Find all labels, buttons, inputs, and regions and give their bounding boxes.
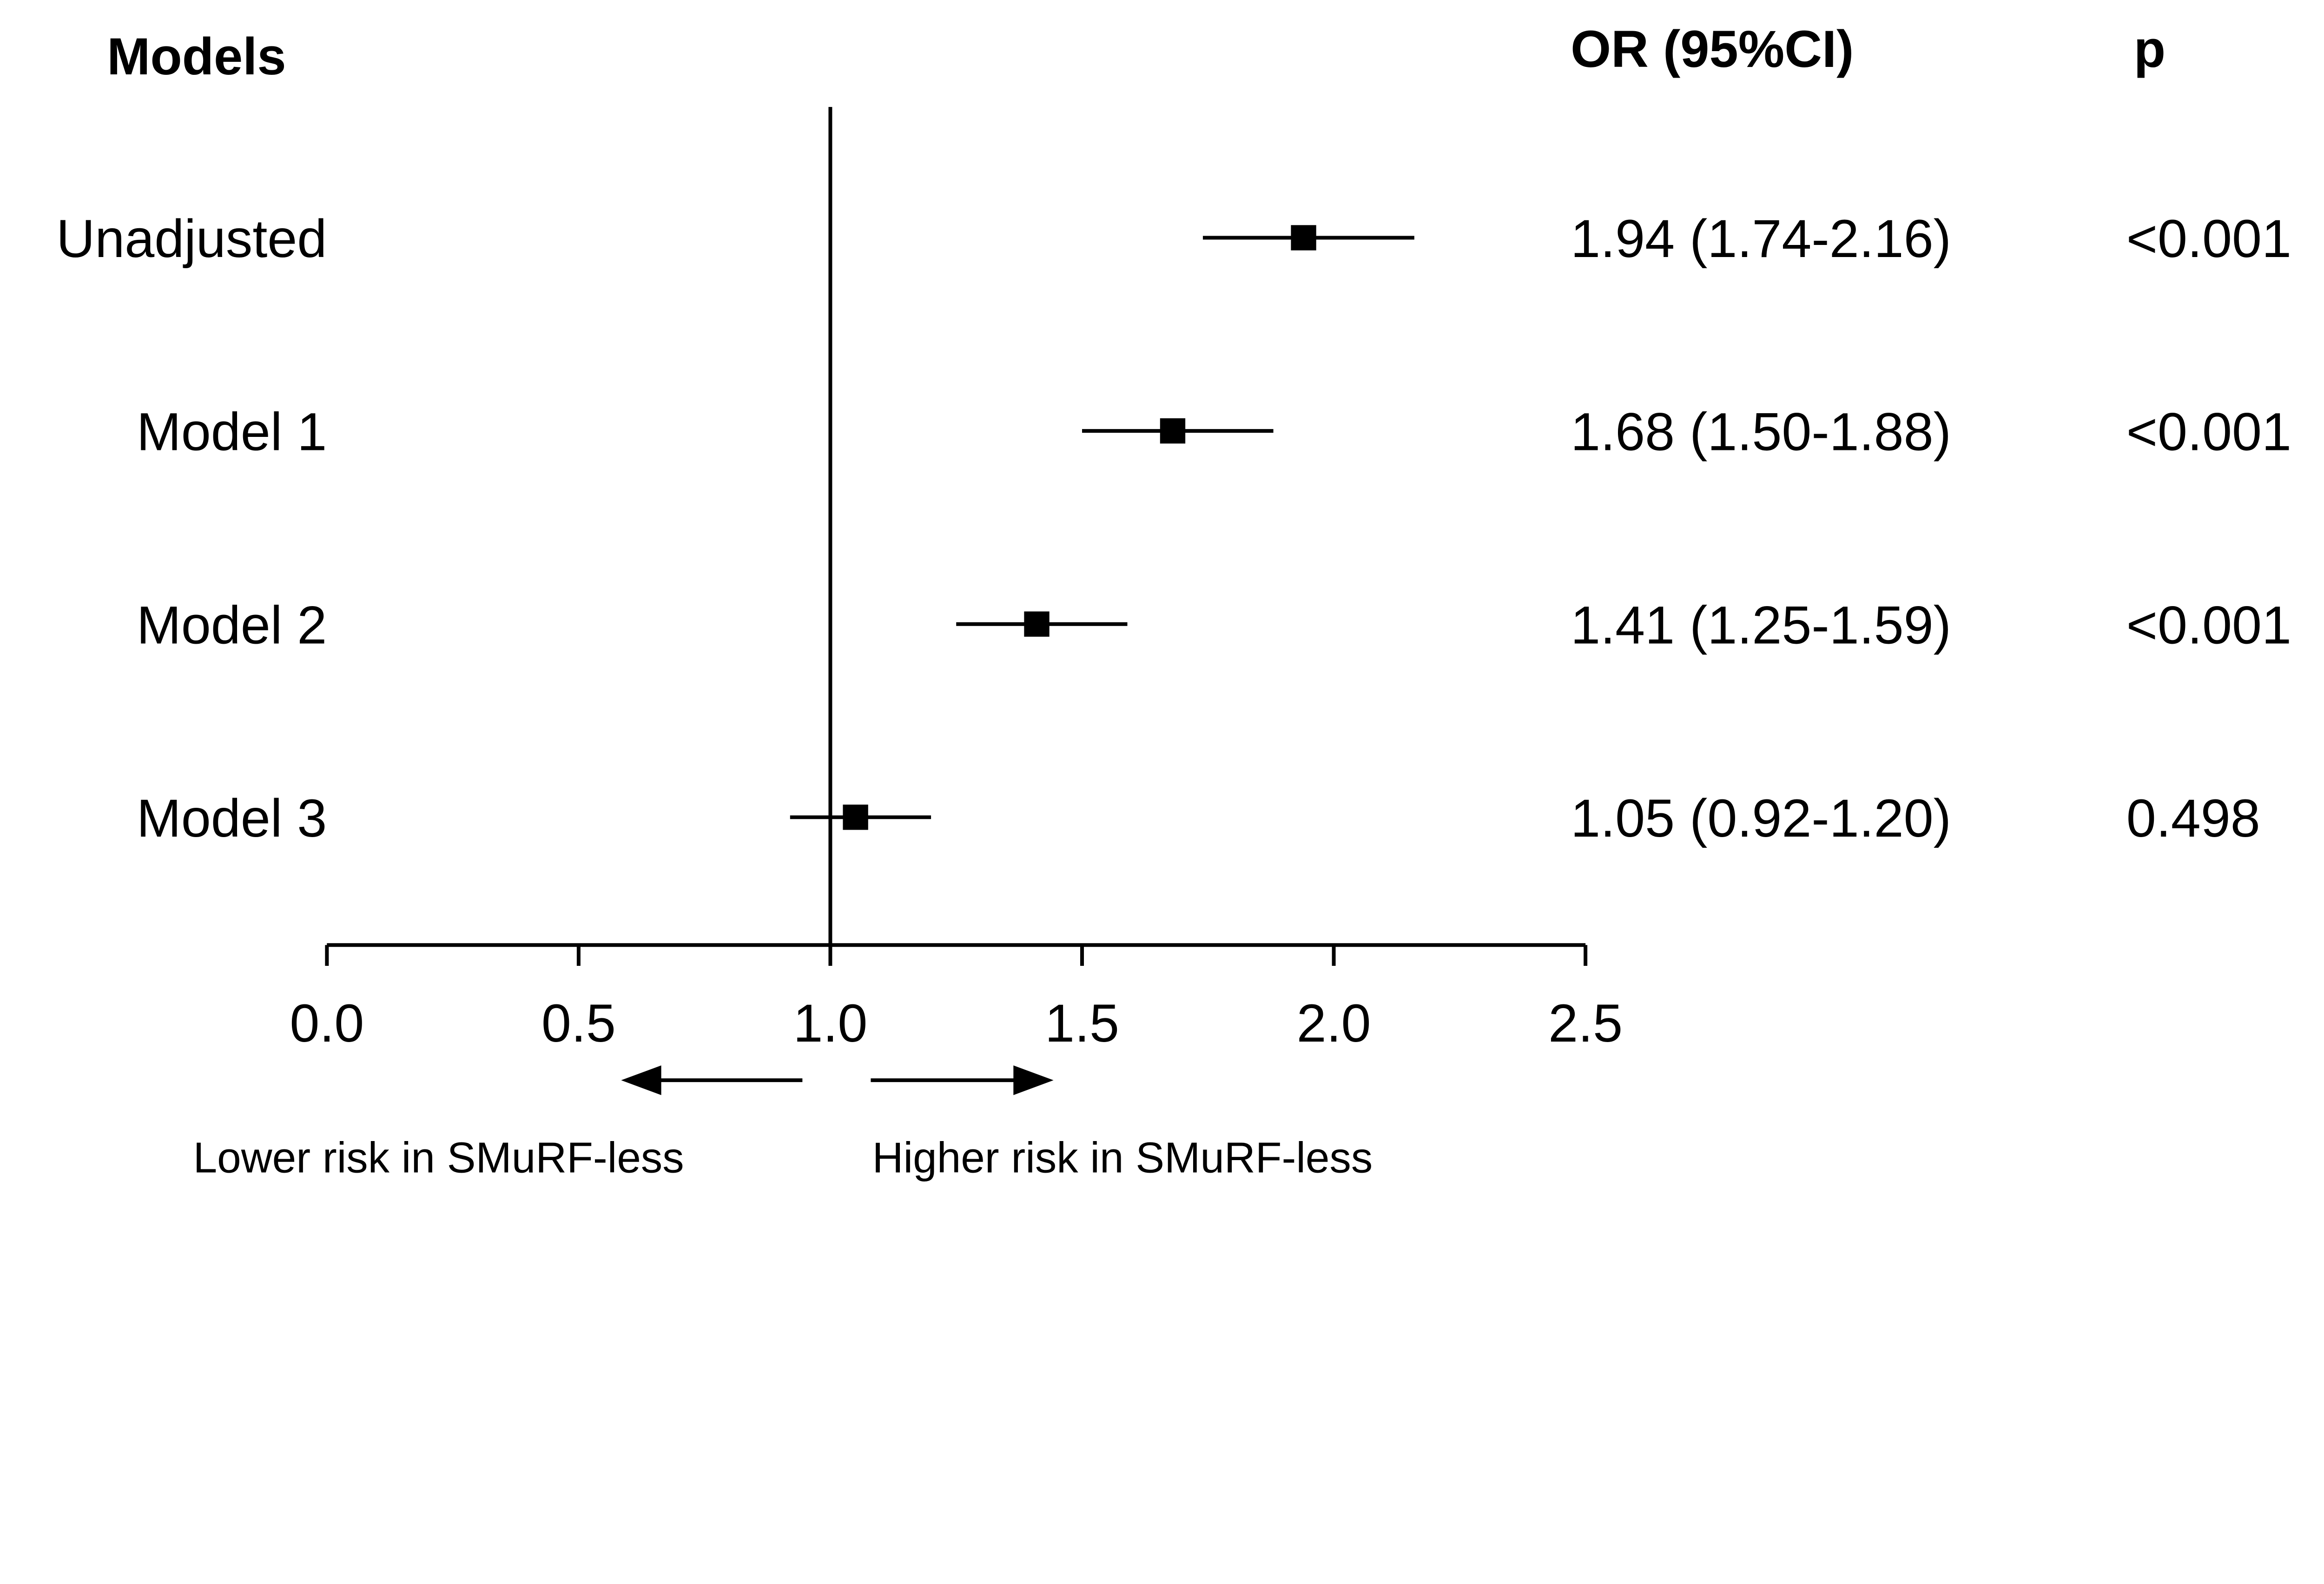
or-ci-value: 1.05 (0.92-1.20) <box>1571 789 1951 848</box>
p-value: <0.001 <box>2126 595 2291 655</box>
row-label: Model 2 <box>137 595 327 655</box>
row-model-3: Model 3 1.05 (0.92-1.20) 0.498 <box>137 789 2260 848</box>
x-tick-label: 0.5 <box>541 994 616 1053</box>
row-unadjusted: Unadjusted 1.94 (1.74-2.16) <0.001 <box>56 209 2291 269</box>
row-label: Model 1 <box>137 403 327 462</box>
or-marker <box>843 805 868 830</box>
row-label: Unadjusted <box>56 209 327 269</box>
or-ci-value: 1.68 (1.50-1.88) <box>1571 403 1951 462</box>
row-label: Model 3 <box>137 789 327 848</box>
p-value: 0.498 <box>2126 789 2260 848</box>
or-marker <box>1160 418 1186 444</box>
forest-plot: Models OR (95%CI) p Unadjusted 1.94 (1.74… <box>56 20 2291 1182</box>
higher-risk-label: Higher risk in SMuRF-less <box>872 1133 1373 1181</box>
header-models: Models <box>107 27 286 86</box>
x-tick-label: 2.5 <box>1548 994 1623 1053</box>
x-tick-label: 0.0 <box>290 994 364 1053</box>
x-tick-label: 2.0 <box>1297 994 1371 1053</box>
row-model-2: Model 2 1.41 (1.25-1.59) <0.001 <box>137 595 2291 655</box>
x-tick-label: 1.5 <box>1045 994 1119 1053</box>
or-ci-value: 1.41 (1.25-1.59) <box>1571 595 1951 655</box>
row-model-1: Model 1 1.68 (1.50-1.88) <0.001 <box>137 403 2291 462</box>
left-arrow-head <box>621 1065 661 1096</box>
p-value: <0.001 <box>2126 403 2291 462</box>
right-arrow-head <box>1013 1065 1054 1096</box>
or-marker <box>1024 611 1050 637</box>
header-p: p <box>2134 20 2166 78</box>
lower-risk-label: Lower risk in SMuRF-less <box>193 1133 684 1181</box>
p-value: <0.001 <box>2126 209 2291 269</box>
or-marker <box>1291 225 1316 251</box>
or-ci-value: 1.94 (1.74-2.16) <box>1571 209 1951 269</box>
direction-arrows: Lower risk in SMuRF-less Higher risk in … <box>193 1065 1373 1181</box>
header-or: OR (95%CI) <box>1571 20 1854 78</box>
x-tick-label: 1.0 <box>793 994 867 1053</box>
